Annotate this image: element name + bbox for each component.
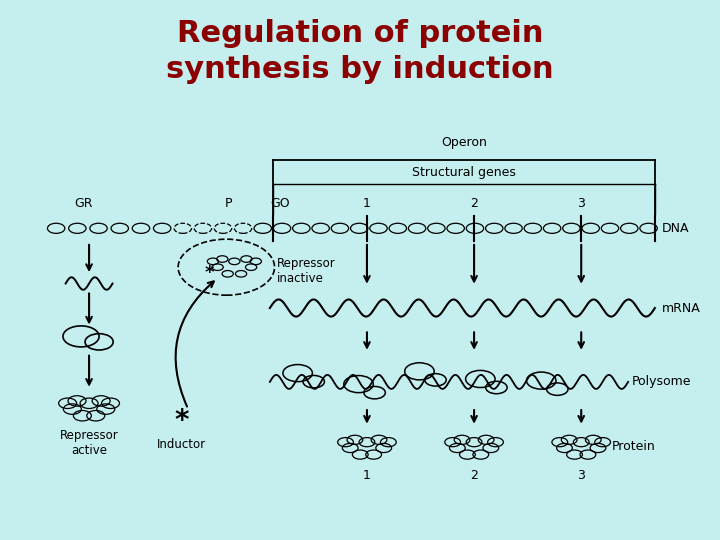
Text: 1: 1 xyxy=(363,469,371,482)
Text: Repressor
active: Repressor active xyxy=(60,429,118,456)
Text: 2: 2 xyxy=(470,469,478,482)
Text: P: P xyxy=(225,197,232,210)
Text: Polysome: Polysome xyxy=(631,375,691,388)
Text: *: * xyxy=(174,407,189,435)
Text: Operon: Operon xyxy=(441,136,487,148)
Text: 3: 3 xyxy=(577,469,585,482)
Text: Repressor
inactive: Repressor inactive xyxy=(276,257,336,285)
Text: GR: GR xyxy=(74,197,93,210)
Text: *: * xyxy=(205,264,215,282)
Text: mRNA: mRNA xyxy=(662,301,701,314)
Text: Inductor: Inductor xyxy=(157,438,206,451)
Text: 2: 2 xyxy=(470,197,478,210)
Text: GO: GO xyxy=(270,197,289,210)
Text: 1: 1 xyxy=(363,197,371,210)
Text: 3: 3 xyxy=(577,197,585,210)
Text: Structural genes: Structural genes xyxy=(412,166,516,179)
Text: DNA: DNA xyxy=(662,222,689,235)
Text: Regulation of protein
synthesis by induction: Regulation of protein synthesis by induc… xyxy=(166,19,554,84)
Text: Protein: Protein xyxy=(611,440,655,453)
